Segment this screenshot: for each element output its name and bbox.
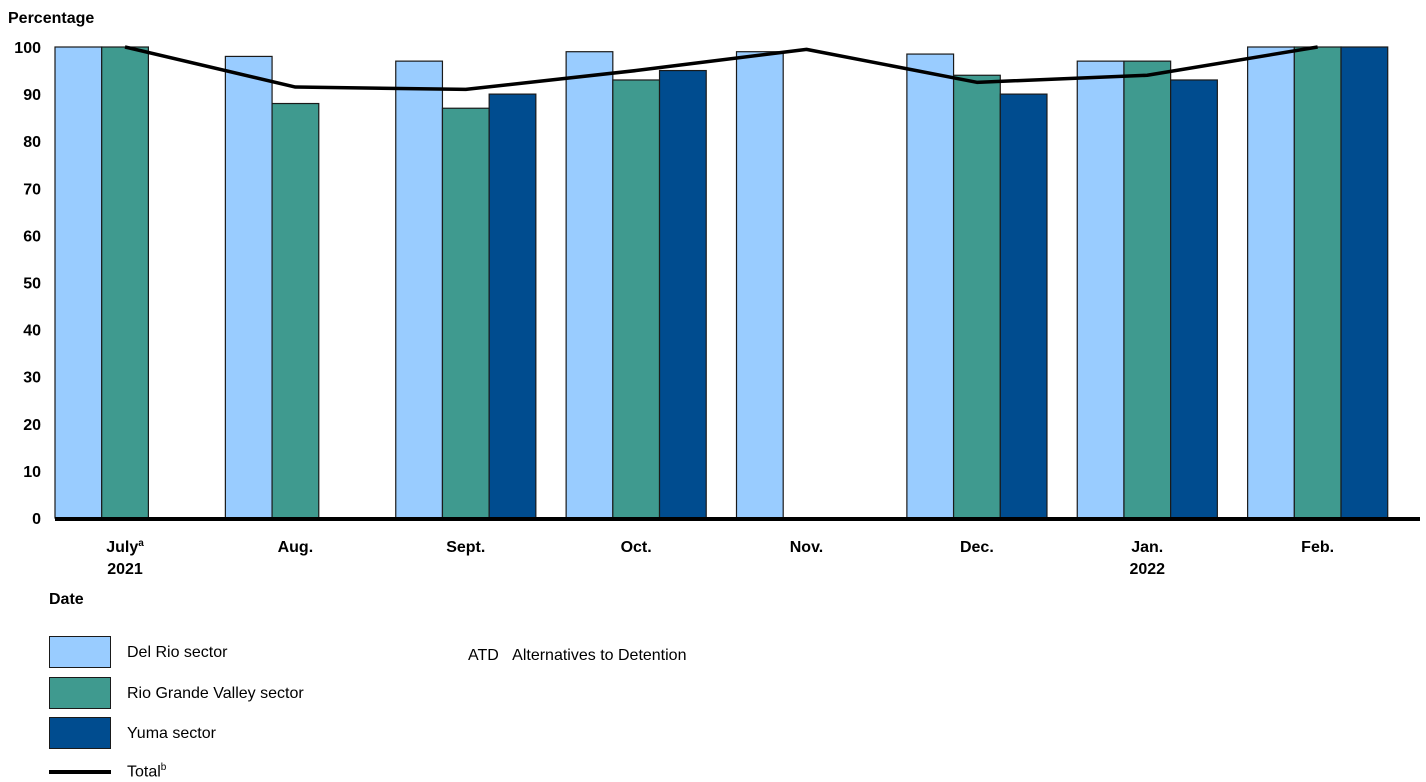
x-tick-label: Dec. (960, 539, 994, 556)
bar-rio-grande-valley-sector-0 (101, 46, 149, 519)
y-tick-label: 90 (23, 87, 41, 104)
legend-line-total (49, 770, 111, 774)
x-tick-year-label: 2022 (1129, 561, 1165, 578)
x-tick-label: Oct. (621, 539, 652, 556)
abbreviation: ATD (468, 647, 499, 664)
legend-label-yuma: Yuma sector (127, 725, 216, 742)
abbreviation-definition: Alternatives to Detention (512, 647, 687, 664)
abbreviation-note: ATD Alternatives to Detention (468, 647, 686, 665)
y-tick-label: 40 (23, 323, 41, 340)
bar-del-rio-sector-6 (1076, 60, 1125, 519)
x-tick-label: Sept. (446, 539, 485, 556)
legend-swatch-yuma (49, 717, 111, 749)
y-tick-label: 60 (23, 228, 41, 245)
bar-yuma-sector-7 (1340, 46, 1389, 519)
bar-rio-grande-valley-sector-5 (952, 74, 1001, 519)
x-tick-label: Julya (106, 538, 144, 556)
y-tick-label: 20 (23, 417, 41, 434)
bar-yuma-sector-2 (488, 93, 537, 519)
legend-label-rio-grande-valley: Rio Grande Valley sector (127, 685, 304, 702)
y-tick-label: 30 (23, 370, 41, 387)
bar-del-rio-sector-7 (1247, 46, 1295, 519)
x-tick-year-label: 2021 (107, 561, 143, 578)
bar-del-rio-sector-0 (54, 46, 103, 519)
bar-rio-grande-valley-sector-3 (612, 79, 661, 519)
legend-label-total: Totalb (127, 762, 167, 781)
bar-yuma-sector-6 (1170, 79, 1218, 519)
x-tick-label: Feb. (1301, 539, 1334, 556)
bar-del-rio-sector-2 (395, 60, 444, 519)
bar-rio-grande-valley-sector-1 (271, 102, 320, 519)
bar-yuma-sector-3 (658, 69, 707, 519)
bar-rio-grande-valley-sector-2 (441, 107, 490, 519)
x-axis-title: Date (49, 591, 84, 608)
bar-yuma-sector-5 (999, 93, 1048, 519)
x-tick-label: Aug. (278, 539, 314, 556)
bar-del-rio-sector-3 (565, 51, 614, 519)
bar-rio-grande-valley-sector-6 (1123, 60, 1172, 519)
legend-swatch-rio-grande-valley (49, 677, 111, 709)
x-tick-label: Nov. (790, 539, 823, 556)
y-tick-label: 50 (23, 276, 41, 293)
bar-del-rio-sector-1 (224, 55, 273, 519)
y-tick-label: 10 (23, 464, 41, 481)
x-tick-label: Jan. (1131, 539, 1163, 556)
y-axis-title: Percentage (8, 10, 94, 27)
bar-rio-grande-valley-sector-7 (1293, 46, 1342, 519)
y-tick-label: 70 (23, 181, 41, 198)
y-tick-label: 100 (14, 40, 41, 57)
legend-label-del-rio: Del Rio sector (127, 644, 228, 661)
y-tick-label: 0 (32, 511, 41, 528)
bar-del-rio-sector-5 (906, 53, 955, 519)
y-tick-label: 80 (23, 134, 41, 151)
bar-del-rio-sector-4 (735, 51, 784, 519)
legend-swatch-del-rio (49, 636, 111, 668)
total-line (124, 45, 1318, 92)
